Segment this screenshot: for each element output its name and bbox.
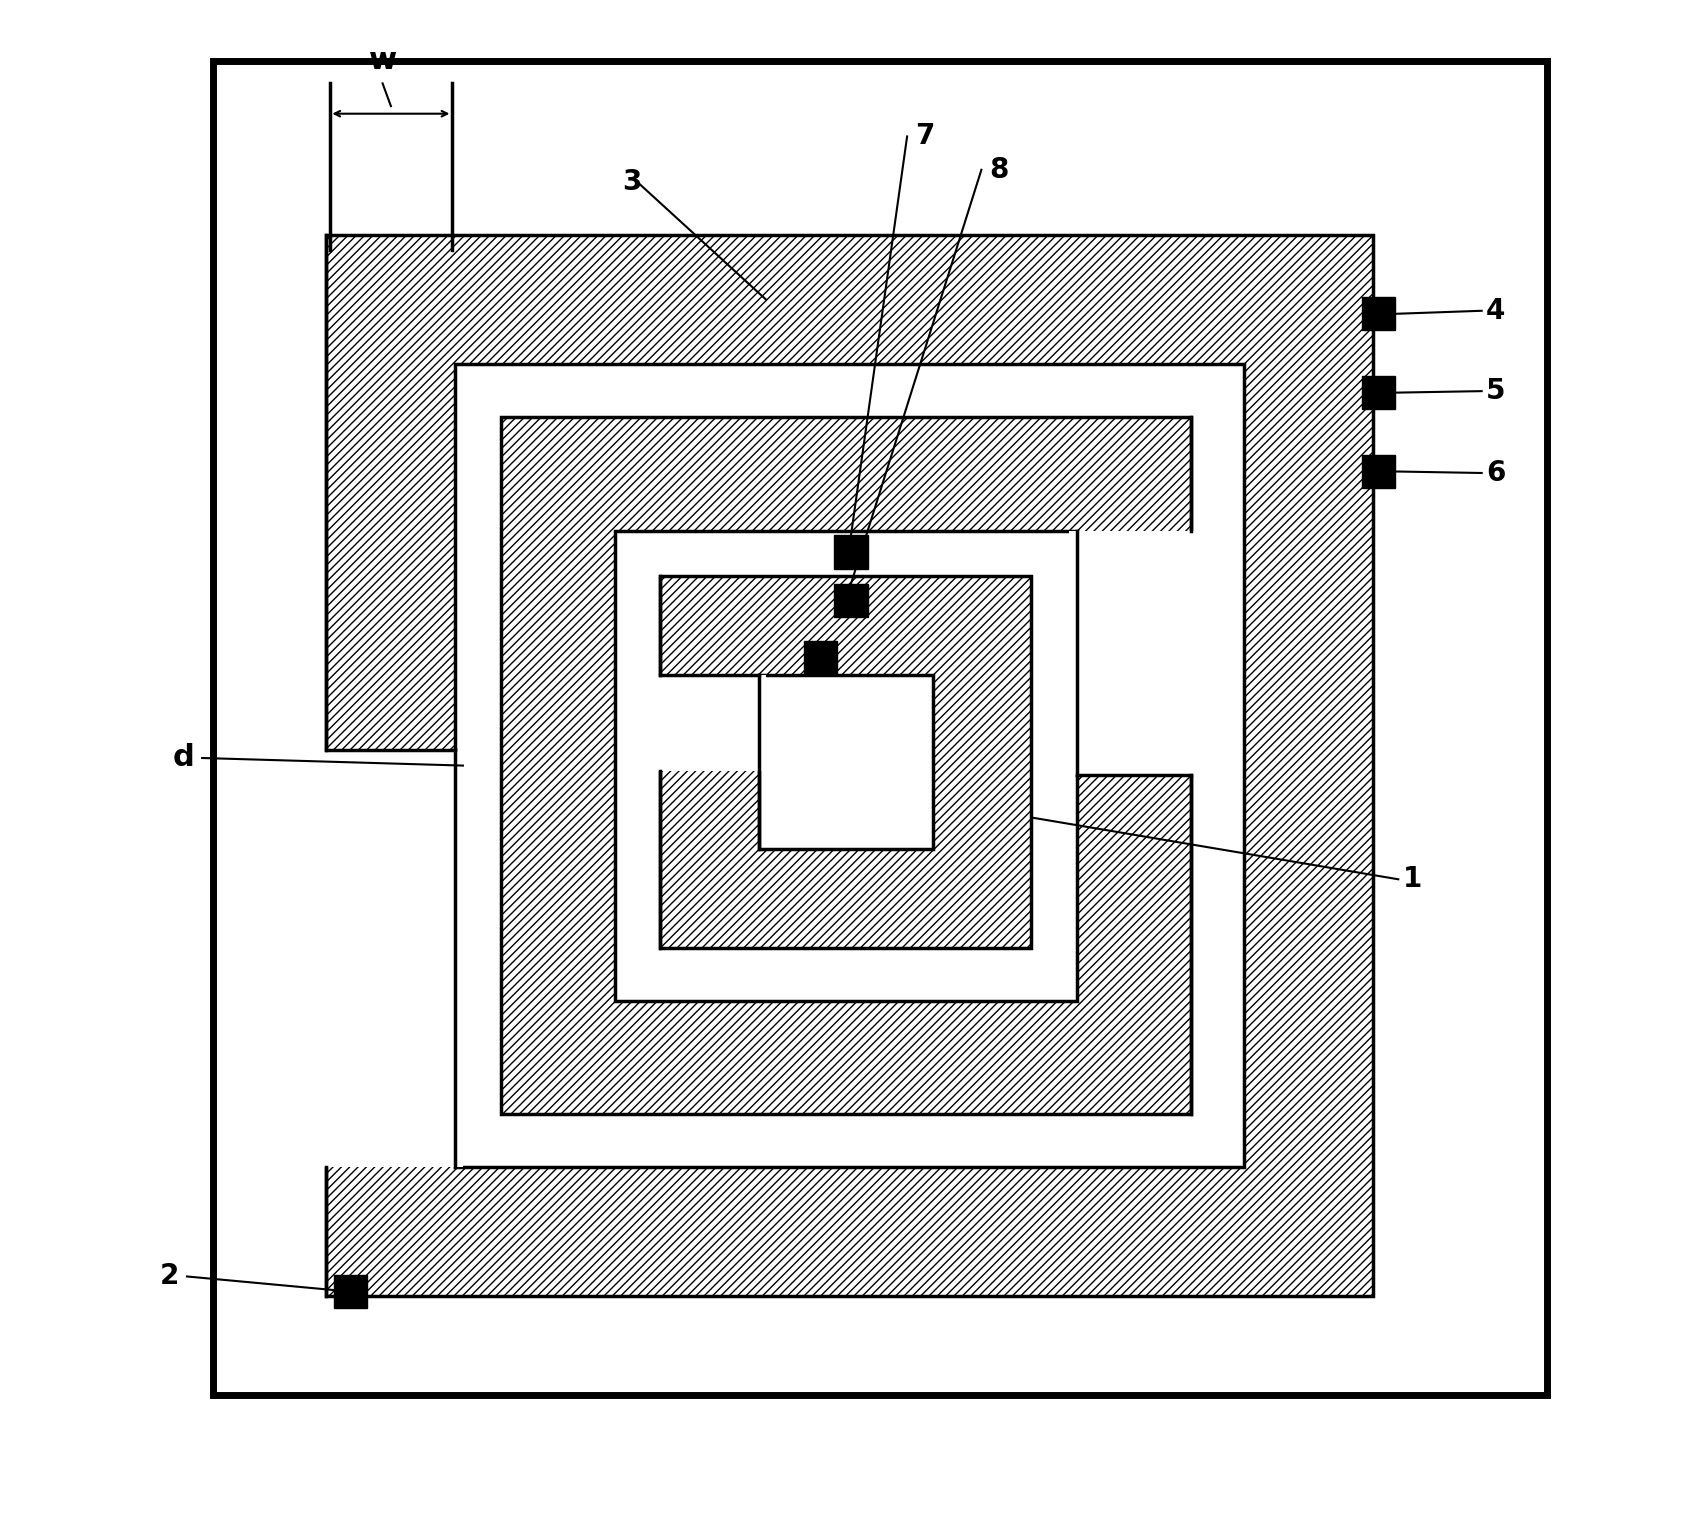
Bar bbox=[212, 61, 1545, 1395]
Text: w: w bbox=[368, 45, 396, 76]
Bar bbox=[659, 576, 1031, 948]
Text: 3: 3 bbox=[621, 168, 642, 196]
Bar bbox=[335, 1275, 367, 1308]
Bar bbox=[1362, 455, 1394, 488]
Bar bbox=[652, 675, 766, 770]
Bar bbox=[326, 235, 1372, 1296]
Bar bbox=[834, 535, 868, 568]
Text: 4: 4 bbox=[1486, 297, 1504, 324]
Text: 7: 7 bbox=[914, 123, 934, 150]
Bar bbox=[1068, 531, 1197, 775]
Text: 8: 8 bbox=[988, 156, 1007, 183]
Bar bbox=[803, 641, 837, 675]
Bar bbox=[1362, 297, 1394, 330]
Bar bbox=[501, 417, 1190, 1114]
Bar bbox=[615, 531, 1077, 1001]
Bar bbox=[1362, 376, 1394, 409]
Text: 1: 1 bbox=[1403, 866, 1421, 893]
Bar bbox=[319, 749, 462, 1167]
Text: 2: 2 bbox=[160, 1263, 180, 1290]
Bar bbox=[834, 584, 868, 617]
Text: 6: 6 bbox=[1486, 459, 1504, 487]
Text: 5: 5 bbox=[1486, 377, 1504, 405]
Bar bbox=[757, 675, 932, 849]
Text: d: d bbox=[173, 743, 195, 773]
Bar bbox=[455, 364, 1243, 1167]
